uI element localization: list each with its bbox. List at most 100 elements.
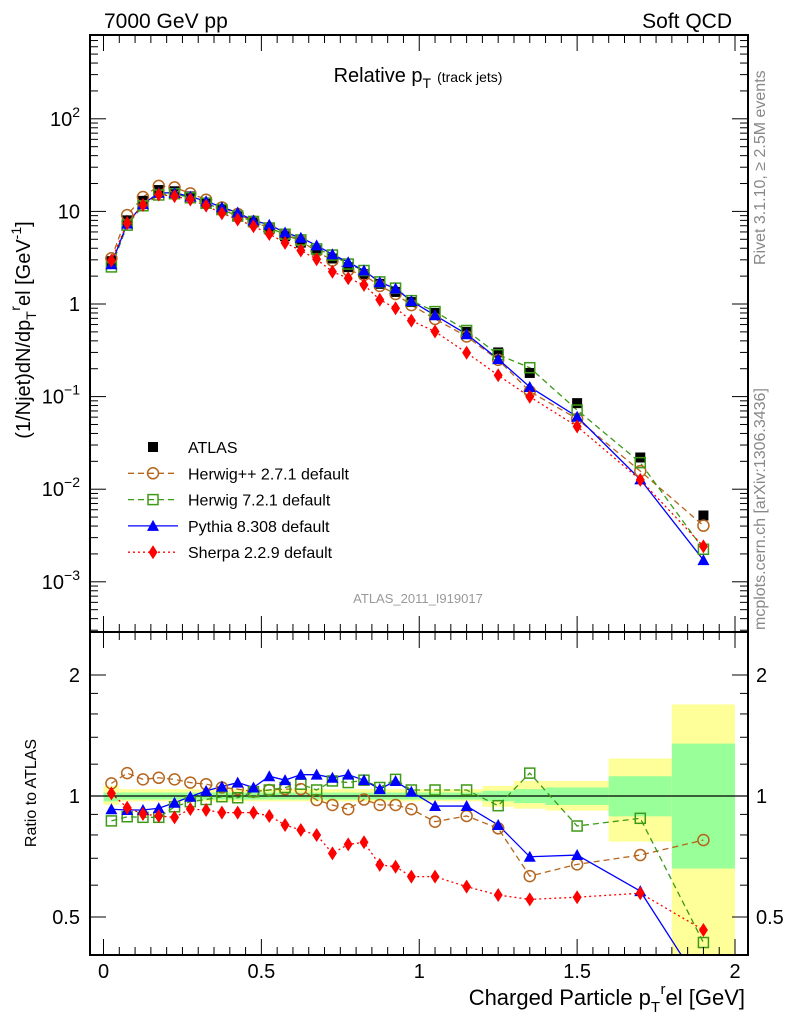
herwig-ratio-point xyxy=(263,784,276,796)
sherpa-ratio-line xyxy=(110,792,704,931)
pythia-ratio-point xyxy=(326,771,339,783)
pythia-ratio-point xyxy=(200,784,213,796)
pythia-point xyxy=(697,554,710,566)
herwigpp-point xyxy=(697,519,710,532)
legend-marker xyxy=(146,467,160,480)
herwig-ratio-point xyxy=(634,812,647,825)
pythia-ratio-point xyxy=(429,800,442,812)
sherpa-point xyxy=(106,253,116,268)
herwigpp-ratio-point xyxy=(428,815,442,828)
pythia-ratio-point xyxy=(231,776,244,788)
pythia-point xyxy=(357,264,370,276)
sherpa-point xyxy=(698,539,708,554)
sherpa-point xyxy=(327,264,337,279)
sherpa-ratio-point xyxy=(122,800,132,815)
pythia-point xyxy=(460,328,473,340)
sherpa-point xyxy=(343,271,353,286)
rivet-label: Rivet 3.1.10, ≥ 2.5M events xyxy=(752,70,769,265)
sherpa-point xyxy=(375,292,385,307)
herwig-ratio-point xyxy=(231,792,244,804)
herwig-point xyxy=(524,361,536,374)
main-frame xyxy=(89,34,749,633)
pythia-point xyxy=(263,218,276,230)
herwig-ratio-point xyxy=(492,799,504,812)
sherpa-point xyxy=(248,219,258,234)
legend-entry: Sherpa 2.2.9 default xyxy=(128,545,333,562)
main-panel xyxy=(105,179,710,566)
ratio-y-tick-label-right: 2 xyxy=(756,665,767,687)
pythia-point xyxy=(326,248,339,260)
atlas-data-point xyxy=(572,398,583,409)
herwigpp-ratio-point xyxy=(523,869,537,883)
sherpa-point xyxy=(138,197,148,212)
pythia-ratio-point xyxy=(215,780,228,792)
sherpa-point xyxy=(170,189,180,204)
sherpa-ratio-point xyxy=(525,892,535,907)
pythia-point xyxy=(429,309,442,321)
y-tick-label: 1 xyxy=(69,294,80,316)
pythia-ratio-point xyxy=(373,783,386,795)
legend: ATLAS Herwig++ 2.7.1 default Herwig 7.2.1 … xyxy=(128,440,350,562)
herwigpp-ratio-point xyxy=(634,848,647,862)
sherpa-point xyxy=(233,212,243,227)
pythia-ratio-point xyxy=(105,803,118,815)
pythia-point xyxy=(373,276,386,288)
x-tick-label: 2 xyxy=(729,961,740,983)
pythia-point xyxy=(294,231,307,243)
header-right: Soft QCD xyxy=(642,10,732,33)
sherpa-point xyxy=(296,243,306,258)
sherpa-ratio-point xyxy=(170,810,180,825)
ratio-y-axis-label: Ratio to ATLAS xyxy=(23,739,40,847)
x-tick-label: 1 xyxy=(414,961,425,983)
sherpa-point xyxy=(312,252,322,267)
pythia-point xyxy=(389,282,402,294)
herwigpp-ratio-point xyxy=(341,802,355,816)
legend-label: Herwig 7.2.1 default xyxy=(188,493,331,510)
sherpa-ratio-point xyxy=(296,823,306,838)
sherpa-point xyxy=(264,226,274,241)
sherpa-ratio-point xyxy=(280,817,290,832)
pythia-ratio-point xyxy=(405,785,418,797)
legend-entry: Herwig++ 2.7.1 default xyxy=(128,466,350,483)
pythia-ratio-point xyxy=(460,800,473,812)
sherpa-ratio-point xyxy=(375,857,385,872)
sherpa-point xyxy=(430,324,440,339)
y-axis-label: (1/Njet)dN/dpTrel [GeV-1] xyxy=(7,221,39,438)
sherpa-ratio-point xyxy=(264,808,274,823)
legend-label: Sherpa 2.2.9 default xyxy=(188,545,333,562)
ratio-y-tick-label: 0.5 xyxy=(52,907,80,929)
mcplots-label: mcplots.cern.ch [arXiv:1306.3436] xyxy=(752,388,769,630)
pythia-ratio-point xyxy=(492,818,505,830)
herwigpp-ratio-point xyxy=(168,773,181,786)
legend-marker xyxy=(148,442,158,452)
sherpa-ratio-point xyxy=(327,846,337,861)
pythia-ratio-point xyxy=(342,768,355,780)
header-left: 7000 GeV pp xyxy=(104,10,228,33)
sherpa-point xyxy=(572,419,582,434)
pythia-ratio-point xyxy=(168,796,181,808)
legend-label: Herwig++ 2.7.1 default xyxy=(188,466,350,483)
pythia-point xyxy=(279,226,292,238)
sherpa-ratio-point xyxy=(138,807,148,822)
band-green xyxy=(671,743,735,869)
legend-marker xyxy=(147,493,159,506)
pythia-point xyxy=(571,410,584,422)
sherpa-ratio-point xyxy=(391,859,401,874)
pythia-ratio-point xyxy=(263,770,276,782)
pythia-point xyxy=(342,256,355,268)
legend-entry: Pythia 8.308 default xyxy=(128,519,330,536)
sherpa-ratio-point xyxy=(154,808,164,823)
sherpa-point xyxy=(201,198,211,213)
sherpa-point xyxy=(406,313,416,328)
legend-entry: Herwig 7.2.1 default xyxy=(128,493,331,510)
ratio-y-tick-label-right: 0.5 xyxy=(756,907,784,929)
ratio-panel xyxy=(105,766,710,955)
pythia-point xyxy=(310,239,323,251)
y-tick-label: 10−1 xyxy=(42,382,80,409)
x-tick-label: 1.5 xyxy=(563,961,591,983)
sherpa-point xyxy=(185,192,195,207)
legend-marker xyxy=(147,519,159,531)
sherpa-ratio-point xyxy=(343,837,353,852)
x-tick-label: 0 xyxy=(98,961,109,983)
herwigpp-ratio-point xyxy=(697,833,710,847)
